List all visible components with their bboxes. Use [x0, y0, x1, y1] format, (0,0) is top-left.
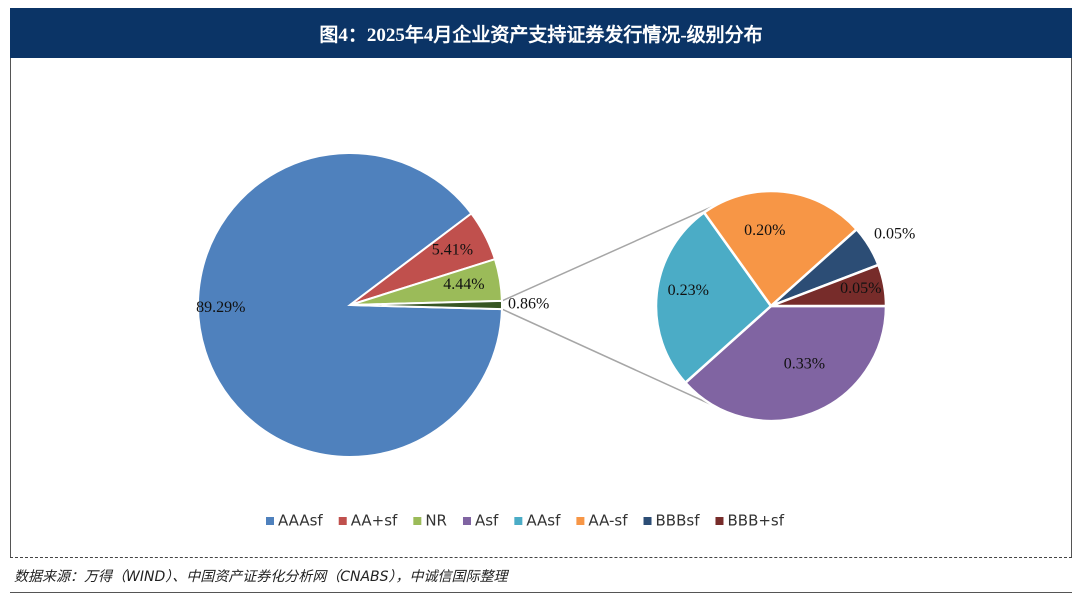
- legend-item-aaasf: AAAsf: [266, 512, 323, 530]
- legend-swatch-aa-plussf: [338, 517, 347, 525]
- main-slice-other: [349, 299, 504, 311]
- legend-item-bbb-plussf: BBB+sf: [715, 512, 785, 530]
- legend-swatch-asf: [462, 517, 471, 525]
- legend-swatch-aa-sf: [576, 517, 585, 525]
- legend: AAAsf AA+sf NR Asf AAsf AA-sf BBBsf BBB+sf: [266, 512, 785, 530]
- legend-item-aasf: AAsf: [514, 512, 561, 530]
- legend-label-aa-plussf: AA+sf: [351, 512, 398, 530]
- secondary-label-bbb-plussf: 0.05%: [840, 280, 881, 297]
- legend-item-aa-sf: AA-sf: [576, 512, 628, 530]
- legend-item-asf: Asf: [462, 512, 499, 530]
- legend-item-bbbsf: BBBsf: [643, 512, 701, 530]
- main-label-aa-plussf: 5.41%: [432, 241, 473, 258]
- legend-label-bbbsf: BBBsf: [656, 512, 701, 530]
- legend-swatch-bbb-plussf: [715, 517, 724, 525]
- bottom-border: [10, 592, 1072, 593]
- legend-swatch-nr: [413, 517, 422, 525]
- secondary-slice-aa-sf: [702, 189, 859, 308]
- legend-label-aa-sf: AA-sf: [588, 512, 628, 530]
- main-pie: [197, 152, 504, 458]
- secondary-label-aasf: 0.23%: [668, 282, 709, 299]
- data-labels: 89.29% 5.41% 4.44% 0.86% 0.33% 0.23% 0.20% 0.05…: [196, 222, 915, 372]
- legend-label-aasf: AAsf: [526, 512, 561, 530]
- legend-label-aaasf: AAAsf: [278, 512, 323, 530]
- main-label-aaasf: 89.29%: [196, 299, 245, 316]
- secondary-slice-bbb-plussf: [770, 263, 888, 308]
- legend-item-aa-plussf: AA+sf: [338, 512, 398, 530]
- legend-swatch-aaasf: [266, 517, 274, 525]
- secondary-slice-aasf: [654, 210, 773, 385]
- chart-frame: [10, 58, 1072, 558]
- connector-line-bottom: [501, 308, 714, 407]
- legend-swatch-bbbsf: [643, 517, 652, 525]
- secondary-label-bbbsf: 0.05%: [874, 226, 915, 243]
- main-label-nr: 4.44%: [443, 276, 484, 293]
- secondary-pie: [654, 189, 888, 423]
- legend-label-bbb-plussf: BBB+sf: [727, 512, 784, 530]
- legend-item-nr: NR: [413, 512, 447, 530]
- legend-label-asf: Asf: [475, 512, 499, 530]
- legend-swatch-aasf: [514, 517, 523, 525]
- secondary-label-aa-sf: 0.20%: [744, 222, 785, 239]
- secondary-label-asf: 0.33%: [784, 355, 825, 372]
- connector-lines: [501, 203, 718, 407]
- secondary-slice-asf: [683, 304, 888, 423]
- source-note: 数据来源：万得（WIND）、中国资产证券化分析网（CNABS），中诚信国际整理: [14, 569, 508, 585]
- legend-label-nr: NR: [425, 512, 447, 530]
- connector-line-top: [501, 203, 718, 302]
- source-divider: [10, 557, 1072, 558]
- main-label-other: 0.86%: [508, 296, 549, 313]
- chart-title: 图4：2025年4月企业资产支持证券发行情况-级别分布: [10, 8, 1072, 58]
